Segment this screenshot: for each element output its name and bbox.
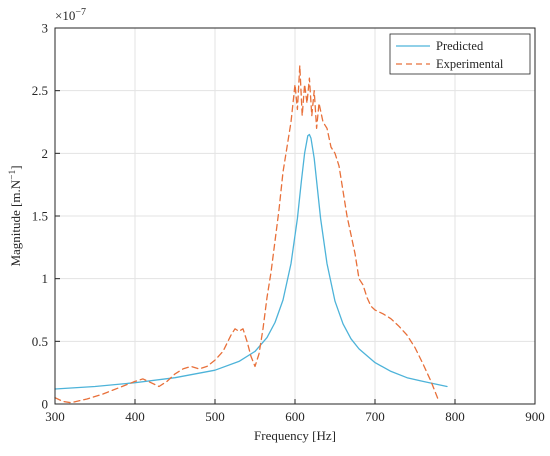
exponent-label: ×10−7 [55,7,86,23]
series-line-experimental [54,64,440,404]
y-tick-label: 1 [42,271,49,286]
axis-ticks: 300 400 500 600 700 800 900 0 0.5 1 1.5 2 2.5 3 [32,21,545,425]
x-tick-label: 400 [125,409,145,424]
y-tick-label: 0.5 [32,334,48,349]
series-group [54,64,448,404]
x-tick-label: 600 [285,409,305,424]
legend: Predicted Experimental [389,33,531,75]
x-tick-label: 700 [365,409,385,424]
legend-box [389,33,531,75]
exponent-superscript: −7 [75,7,86,18]
x-tick-label: 500 [205,409,225,424]
x-tick-label: 300 [45,409,65,424]
x-tick-label: 800 [445,409,465,424]
y-tick-label: 2.5 [32,83,48,98]
legend-label-experimental: Experimental [436,57,504,71]
y-tick-label: 3 [42,21,49,36]
series-line-predicted [54,133,448,390]
y-axis-label-superscript: −1 [8,170,18,180]
y-axis-label: Magnitude [m.N−1] [8,165,23,266]
x-axis-label: Frequency [Hz] [254,428,336,443]
y-tick-label: 1.5 [32,209,48,224]
legend-label-predicted: Predicted [436,39,484,53]
y-axis-label-close: ] [8,165,23,169]
y-tick-label: 2 [42,146,49,161]
y-tick-label: 0 [42,397,49,412]
x-tick-label: 900 [525,409,545,424]
